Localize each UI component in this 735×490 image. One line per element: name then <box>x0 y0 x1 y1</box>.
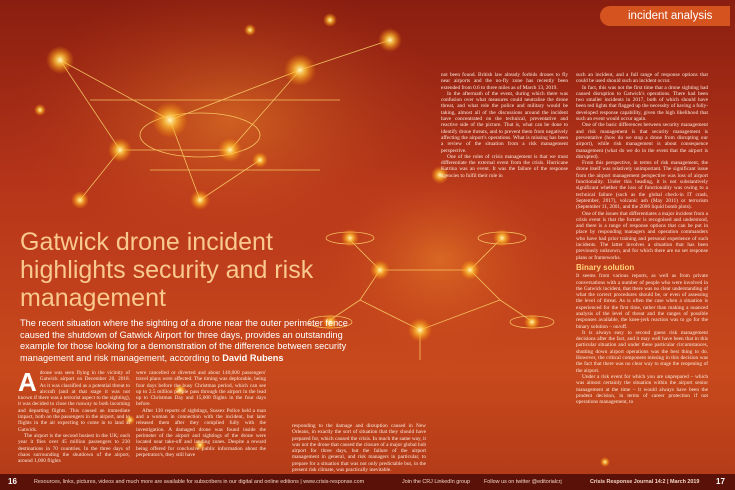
author: David Rubens <box>222 352 284 363</box>
paragraph: such an incident, and a full range of re… <box>576 72 708 85</box>
paragraph: It is always easy to second guess risk m… <box>576 329 708 374</box>
paragraph: One of the roles of crisis management is… <box>441 153 568 179</box>
paragraph: The airport is the second busiest in the… <box>18 432 130 465</box>
drop-cap: A <box>18 370 37 397</box>
paragraph: responding to the damage and disruption … <box>292 423 426 473</box>
article-title: Gatwick drone incident highlights securi… <box>20 228 314 312</box>
paragraph: In the aftermath of the event, during wh… <box>441 90 568 154</box>
page-number: 17 <box>716 477 725 486</box>
subheading: Binary solution <box>576 262 635 272</box>
paragraph: One of the basic differences between sec… <box>576 122 708 160</box>
twitter-link[interactable]: Follow us on twitter @editorialcrj <box>484 479 562 485</box>
paragraph: It seems from various reports, as well a… <box>576 273 708 330</box>
standfirst: The recent situation where the sighting … <box>20 318 360 364</box>
text-column: such an incident, and a full range of re… <box>576 72 708 472</box>
journal-issue: Crisis Response Journal 14:2 | March 201… <box>590 479 700 485</box>
footer: 16 Resources, links, pictures, videos an… <box>0 474 735 490</box>
text-column: were cancelled or diverted and about 140… <box>136 370 266 473</box>
standfirst-text: The recent situation where the sighting … <box>20 318 348 363</box>
footer-text: Resources, links, pictures, videos and m… <box>34 479 365 485</box>
text-column: not been found. British law already forb… <box>441 72 568 472</box>
paragraph: One of the issues that differentiates a … <box>576 210 708 261</box>
paragraph: Under a risk event for which you are unp… <box>576 373 708 406</box>
paragraph: were cancelled or diverted and about 140… <box>136 370 266 408</box>
page-number: 16 <box>8 477 17 486</box>
paragraph: In fact, this was not the first time tha… <box>576 84 708 123</box>
paragraph: From this perspective, in terms of risk … <box>576 160 708 211</box>
paragraph: After 130 reports of sightings, Sussex P… <box>136 407 266 458</box>
text-column: responding to the damage and disruption … <box>292 423 426 473</box>
section-label: incident analysis <box>600 6 730 26</box>
paragraph: not been found. British law already forb… <box>441 72 568 91</box>
linkedin-link[interactable]: Join the CRJ LinkedIn group <box>402 479 471 485</box>
drone-illustration <box>10 0 610 467</box>
